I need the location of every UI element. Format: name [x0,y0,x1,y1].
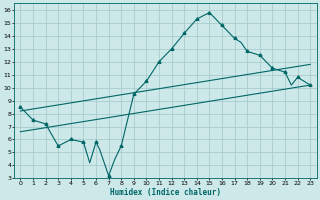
X-axis label: Humidex (Indice chaleur): Humidex (Indice chaleur) [110,188,221,197]
